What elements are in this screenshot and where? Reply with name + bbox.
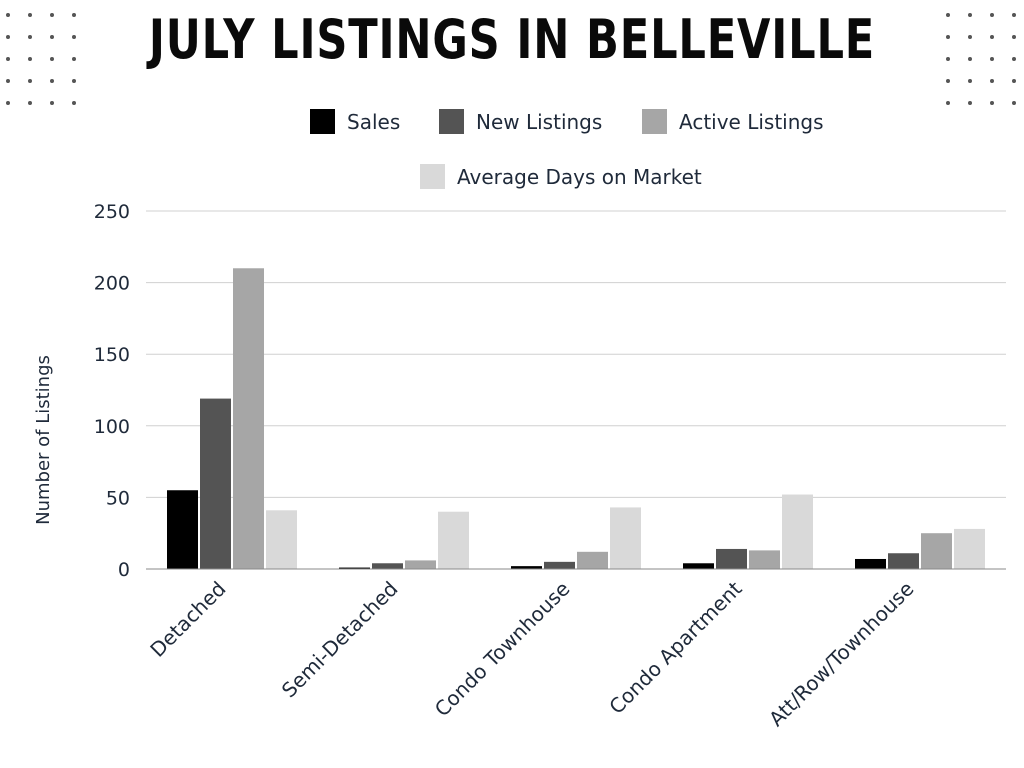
bar-sales [855, 558, 886, 569]
decorative-dot [6, 57, 10, 61]
x-tick-label: Att/Row/Townhouse [764, 577, 918, 731]
legend-swatch-sales [310, 109, 335, 134]
gridlines [146, 210, 1006, 498]
decorative-dot [990, 79, 994, 83]
decorative-dot [946, 35, 950, 39]
bar-sales [511, 566, 542, 569]
legend-label-new-listings: New Listings [476, 109, 603, 134]
x-tick-labels: Detached Semi-Detached Condo Townhouse Cond… [145, 576, 918, 731]
decorative-dot [990, 35, 994, 39]
legend-label-active-listings: Active Listings [679, 109, 824, 134]
x-tick-label: Condo Apartment [604, 576, 746, 718]
bar-average-days-on-market [266, 510, 297, 569]
y-tick-label: 200 [94, 273, 130, 295]
y-tick-labels: 0 50 100 150 200 250 [94, 201, 130, 581]
decorative-dots-right [946, 13, 1016, 105]
bar-active-listings [921, 533, 952, 569]
decorative-dot [28, 13, 32, 17]
decorative-dot [6, 35, 10, 39]
y-tick-label: 250 [94, 201, 130, 223]
decorative-dot [968, 57, 972, 61]
bar-new-listings [544, 561, 575, 569]
decorative-dot [968, 101, 972, 105]
bar-average-days-on-market [954, 528, 985, 569]
decorative-dot [968, 13, 972, 17]
decorative-dot [968, 79, 972, 83]
decorative-dot [50, 101, 54, 105]
decorative-dot [6, 13, 10, 17]
bar-active-listings [405, 560, 436, 569]
decorative-dot [946, 101, 950, 105]
decorative-dot [946, 79, 950, 83]
decorative-dot [50, 35, 54, 39]
bar-new-listings [372, 563, 403, 569]
bar-average-days-on-market [782, 494, 813, 569]
bar-new-listings [888, 553, 919, 569]
decorative-dot [72, 57, 76, 61]
decorative-dot [28, 35, 32, 39]
decorative-dot [1012, 13, 1016, 17]
y-tick-label: 100 [94, 416, 130, 438]
decorative-dot [50, 79, 54, 83]
decorative-dot [990, 13, 994, 17]
decorative-dot [72, 35, 76, 39]
y-axis-label: Number of Listings [33, 355, 54, 525]
legend-swatch-new-listings [439, 109, 464, 134]
decorative-dot [72, 13, 76, 17]
decorative-dot [946, 13, 950, 17]
legend-item-new-listings: New Listings [439, 109, 602, 134]
decorative-dot [990, 101, 994, 105]
decorative-dot [50, 57, 54, 61]
bar-new-listings [716, 548, 747, 569]
x-tick-label: Semi-Detached [277, 577, 403, 703]
legend-swatch-active-listings [642, 109, 667, 134]
legend-swatch-avg-days [420, 164, 445, 189]
decorative-dot [6, 79, 10, 83]
y-tick-label: 0 [118, 559, 130, 581]
legend-item-sales: Sales [310, 109, 400, 134]
x-tick-label: Detached [145, 577, 230, 662]
decorative-dot [946, 57, 950, 61]
decorative-dot [968, 35, 972, 39]
decorative-dot [28, 101, 32, 105]
bar-active-listings [749, 550, 780, 569]
legend-label-sales: Sales [347, 109, 401, 134]
bar-average-days-on-market [610, 507, 641, 569]
bar-sales [683, 563, 714, 569]
decorative-dot [6, 101, 10, 105]
bar-sales [339, 567, 370, 569]
decorative-dots-left [6, 13, 76, 105]
bars [167, 268, 985, 569]
bar-sales [167, 490, 198, 569]
y-tick-label: 150 [94, 344, 130, 366]
bar-active-listings [233, 268, 264, 569]
chart-title: JULY LISTINGS IN BELLEVILLE [148, 8, 876, 71]
x-tick-label: Condo Townhouse [430, 577, 575, 722]
bar-new-listings [200, 398, 231, 569]
decorative-dot [28, 79, 32, 83]
y-tick-label: 50 [106, 487, 130, 509]
bar-average-days-on-market [438, 511, 469, 569]
bar-active-listings [577, 551, 608, 569]
decorative-dot [1012, 35, 1016, 39]
decorative-dot [1012, 79, 1016, 83]
legend-item-active-listings: Active Listings [642, 109, 824, 134]
decorative-dot [72, 101, 76, 105]
legend-label-avg-days: Average Days on Market [457, 164, 702, 189]
decorative-dot [1012, 101, 1016, 105]
decorative-dot [72, 79, 76, 83]
decorative-dot [50, 13, 54, 17]
decorative-dot [28, 57, 32, 61]
legend-item-avg-days: Average Days on Market [420, 164, 702, 189]
decorative-dot [990, 57, 994, 61]
decorative-dot [1012, 57, 1016, 61]
